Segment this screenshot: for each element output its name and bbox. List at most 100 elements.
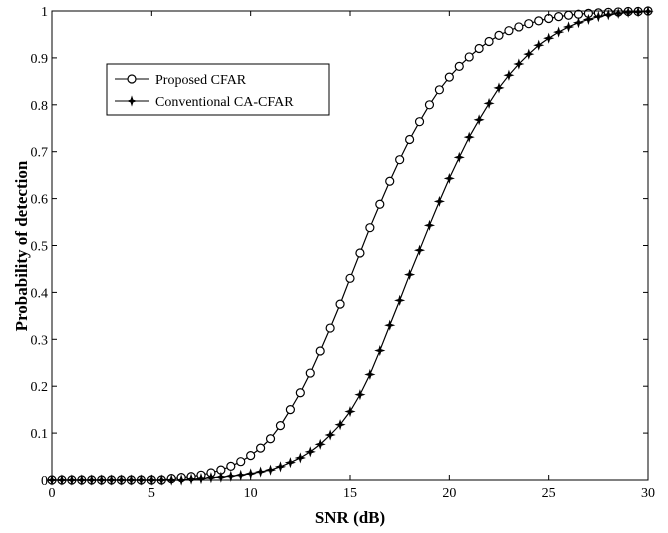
data-point: [543, 32, 555, 44]
data-point: [294, 452, 306, 464]
y-axis-title: Probability of detection: [12, 160, 31, 331]
data-point: [256, 443, 266, 453]
data-point: [504, 26, 514, 36]
data-point: [265, 434, 276, 444]
data-point: [315, 346, 325, 356]
legend-marker-proposed: [127, 74, 137, 84]
data-point: [483, 97, 495, 109]
data-point: [494, 30, 504, 40]
data-point: [284, 457, 296, 469]
legend-marker-conventional: [126, 95, 138, 107]
data-point: [553, 26, 565, 38]
data-point: [484, 36, 494, 47]
data-point: [454, 61, 464, 71]
data-point: [365, 223, 375, 233]
data-point: [582, 13, 594, 26]
data-point: [385, 176, 395, 186]
data-point: [424, 100, 435, 110]
data-point: [274, 461, 287, 473]
y-tick-label: 1: [41, 5, 48, 20]
data-point: [534, 16, 544, 26]
data-point: [414, 117, 425, 127]
y-tick-label: 0.9: [31, 52, 49, 67]
data-point: [374, 344, 386, 357]
data-point: [464, 52, 474, 62]
x-tick-label: 20: [442, 486, 456, 501]
data-point: [355, 248, 365, 258]
data-point: [325, 323, 335, 333]
data-point: [434, 85, 444, 95]
data-point: [354, 389, 366, 401]
data-point: [375, 199, 385, 209]
data-point: [264, 464, 277, 476]
data-point: [246, 451, 256, 461]
data-point: [334, 419, 346, 431]
data-point: [524, 19, 534, 29]
data-point: [335, 299, 345, 309]
data-point: [345, 273, 355, 283]
data-point: [443, 172, 455, 184]
x-tick-label: 30: [641, 486, 655, 501]
data-point: [324, 429, 336, 441]
y-tick-label: 0.1: [31, 427, 49, 442]
data-point: [395, 155, 405, 165]
data-point: [474, 43, 484, 54]
data-point: [572, 17, 585, 29]
y-tick-label: 0.4: [31, 286, 49, 301]
data-point: [612, 7, 624, 19]
data-point: [514, 22, 524, 32]
data-point: [185, 473, 197, 485]
data-point: [236, 457, 246, 467]
legend: Proposed CFAR Conventional CA-CFAR: [106, 63, 330, 116]
data-point: [226, 461, 236, 471]
data-point: [622, 6, 634, 18]
x-tick-label: 25: [542, 486, 556, 501]
data-point: [305, 368, 315, 378]
legend-label-proposed: Proposed CFAR: [155, 73, 247, 88]
data-point: [295, 388, 305, 398]
data-point: [195, 473, 207, 485]
data-point: [364, 368, 376, 381]
y-tick-label: 0.3: [31, 333, 49, 348]
data-point: [423, 219, 436, 231]
data-point: [513, 58, 525, 70]
data-point: [275, 420, 286, 431]
y-tick-label: 0: [41, 474, 48, 489]
data-point: [384, 319, 396, 331]
y-tick-label: 0.2: [31, 380, 49, 395]
data-point: [433, 195, 445, 207]
data-point: [563, 10, 574, 20]
x-axis-title: SNR (dB): [315, 508, 385, 527]
data-point: [553, 12, 564, 22]
x-tick-label: 0: [49, 486, 56, 501]
data-point: [503, 69, 515, 81]
data-point: [602, 9, 614, 21]
data-point: [444, 72, 454, 82]
data-point: [493, 82, 505, 94]
data-point: [304, 446, 316, 458]
data-point: [453, 151, 465, 163]
legend-box: [106, 63, 330, 116]
data-point: [225, 470, 237, 482]
data-point: [404, 269, 416, 281]
data-point: [215, 471, 227, 483]
data-point: [473, 114, 485, 126]
x-tick-label: 15: [343, 486, 357, 501]
data-point: [405, 134, 415, 145]
legend-star-shape: [126, 95, 138, 107]
x-tick-label: 10: [244, 486, 258, 501]
legend-label-conventional: Conventional CA-CFAR: [155, 95, 294, 110]
data-point: [523, 48, 535, 60]
data-point: [562, 21, 575, 33]
y-tick-label: 0.6: [31, 193, 49, 208]
y-tick-label: 0.8: [31, 99, 49, 114]
data-point: [314, 438, 326, 450]
data-point: [592, 11, 604, 23]
data-point: [533, 39, 545, 51]
y-tick-label: 0.5: [31, 240, 49, 255]
data-point: [285, 405, 295, 415]
data-point: [463, 131, 475, 143]
data-point: [394, 294, 406, 306]
y-tick-label: 0.7: [31, 146, 49, 161]
